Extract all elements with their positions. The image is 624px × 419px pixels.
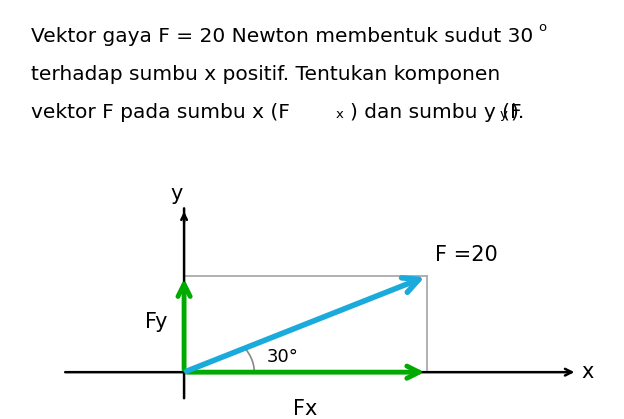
Text: terhadap sumbu x positif. Tentukan komponen: terhadap sumbu x positif. Tentukan kompo…	[31, 65, 500, 84]
Text: x: x	[582, 362, 594, 382]
Text: x: x	[336, 108, 344, 121]
Text: F =20: F =20	[435, 245, 497, 264]
Text: ) dan sumbu y (F: ) dan sumbu y (F	[350, 103, 522, 122]
Text: ).: ).	[510, 103, 525, 122]
Text: y: y	[499, 108, 507, 121]
Text: y: y	[170, 184, 183, 204]
Text: 30°: 30°	[266, 348, 298, 366]
Text: Vektor gaya F = 20 Newton membentuk sudut 30: Vektor gaya F = 20 Newton membentuk sudu…	[31, 27, 534, 46]
Text: o: o	[538, 21, 546, 34]
Text: vektor F pada sumbu x (F: vektor F pada sumbu x (F	[31, 103, 290, 122]
Text: Fx: Fx	[293, 399, 318, 419]
Text: Fy: Fy	[145, 312, 167, 332]
